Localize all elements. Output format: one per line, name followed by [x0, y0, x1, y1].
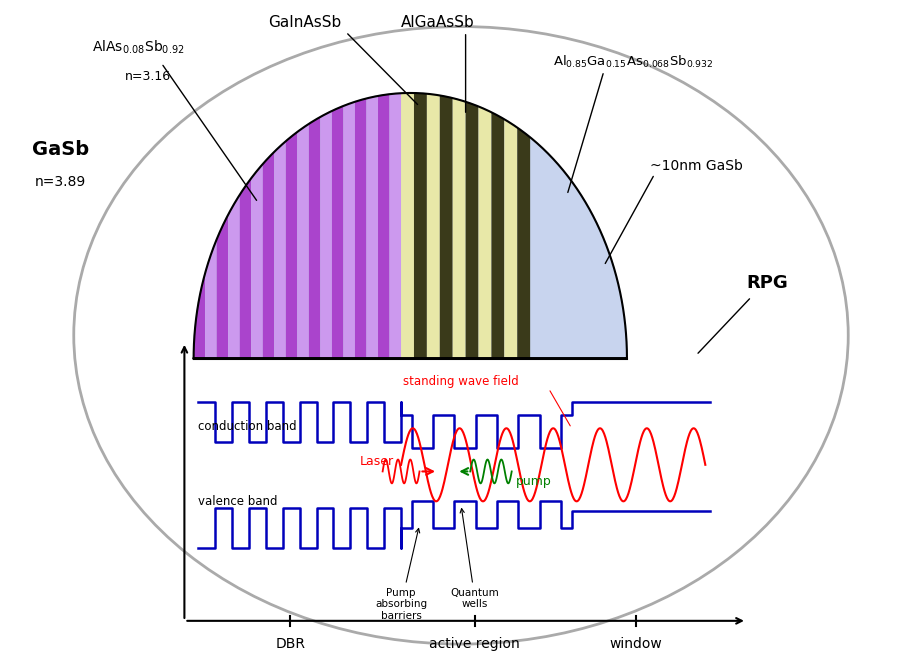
Polygon shape — [517, 127, 530, 359]
Polygon shape — [309, 117, 321, 359]
Text: GaInAsSb: GaInAsSb — [267, 15, 341, 30]
Polygon shape — [414, 93, 427, 359]
Text: n=3.89: n=3.89 — [35, 175, 87, 189]
Polygon shape — [440, 96, 453, 359]
Text: Quantum
wells: Quantum wells — [451, 509, 499, 610]
Polygon shape — [194, 93, 627, 359]
Polygon shape — [205, 239, 217, 359]
Text: standing wave field: standing wave field — [403, 375, 519, 388]
Polygon shape — [355, 98, 367, 359]
Polygon shape — [297, 124, 309, 359]
Polygon shape — [453, 98, 466, 359]
Text: RPG: RPG — [747, 274, 788, 292]
Polygon shape — [389, 93, 401, 359]
Polygon shape — [332, 106, 343, 359]
Text: valence band: valence band — [198, 495, 278, 508]
Polygon shape — [263, 152, 275, 359]
Polygon shape — [479, 106, 491, 359]
Polygon shape — [378, 94, 389, 359]
Text: AlAs$_{0.08}$Sb$_{0.92}$: AlAs$_{0.08}$Sb$_{0.92}$ — [92, 39, 184, 56]
Text: active region: active region — [430, 637, 520, 651]
Polygon shape — [228, 195, 240, 359]
Polygon shape — [321, 111, 332, 359]
Text: Pump
absorbing
barriers: Pump absorbing barriers — [375, 529, 427, 621]
Polygon shape — [343, 102, 355, 359]
Text: window: window — [609, 637, 663, 651]
Polygon shape — [217, 214, 228, 359]
Polygon shape — [401, 93, 414, 359]
Polygon shape — [427, 94, 440, 359]
Polygon shape — [366, 96, 378, 359]
Text: n=3.16: n=3.16 — [124, 70, 171, 83]
Text: Al$_{0.85}$Ga$_{0.15}$As$_{0.068}$Sb$_{0.932}$: Al$_{0.85}$Ga$_{0.15}$As$_{0.068}$Sb$_{0… — [553, 54, 714, 70]
Text: GaSb: GaSb — [32, 140, 89, 159]
Polygon shape — [491, 112, 504, 359]
Polygon shape — [286, 132, 297, 359]
Text: Laser: Laser — [360, 455, 394, 468]
Polygon shape — [466, 102, 479, 359]
Polygon shape — [275, 141, 286, 359]
Polygon shape — [240, 178, 251, 359]
Text: DBR: DBR — [276, 637, 305, 651]
Text: pump: pump — [516, 475, 552, 488]
Polygon shape — [504, 120, 517, 359]
Text: AlGaAsSb: AlGaAsSb — [401, 15, 475, 30]
Polygon shape — [251, 164, 263, 359]
Polygon shape — [194, 273, 205, 359]
Text: conduction band: conduction band — [198, 420, 297, 433]
Text: ~10nm GaSb: ~10nm GaSb — [650, 159, 743, 173]
